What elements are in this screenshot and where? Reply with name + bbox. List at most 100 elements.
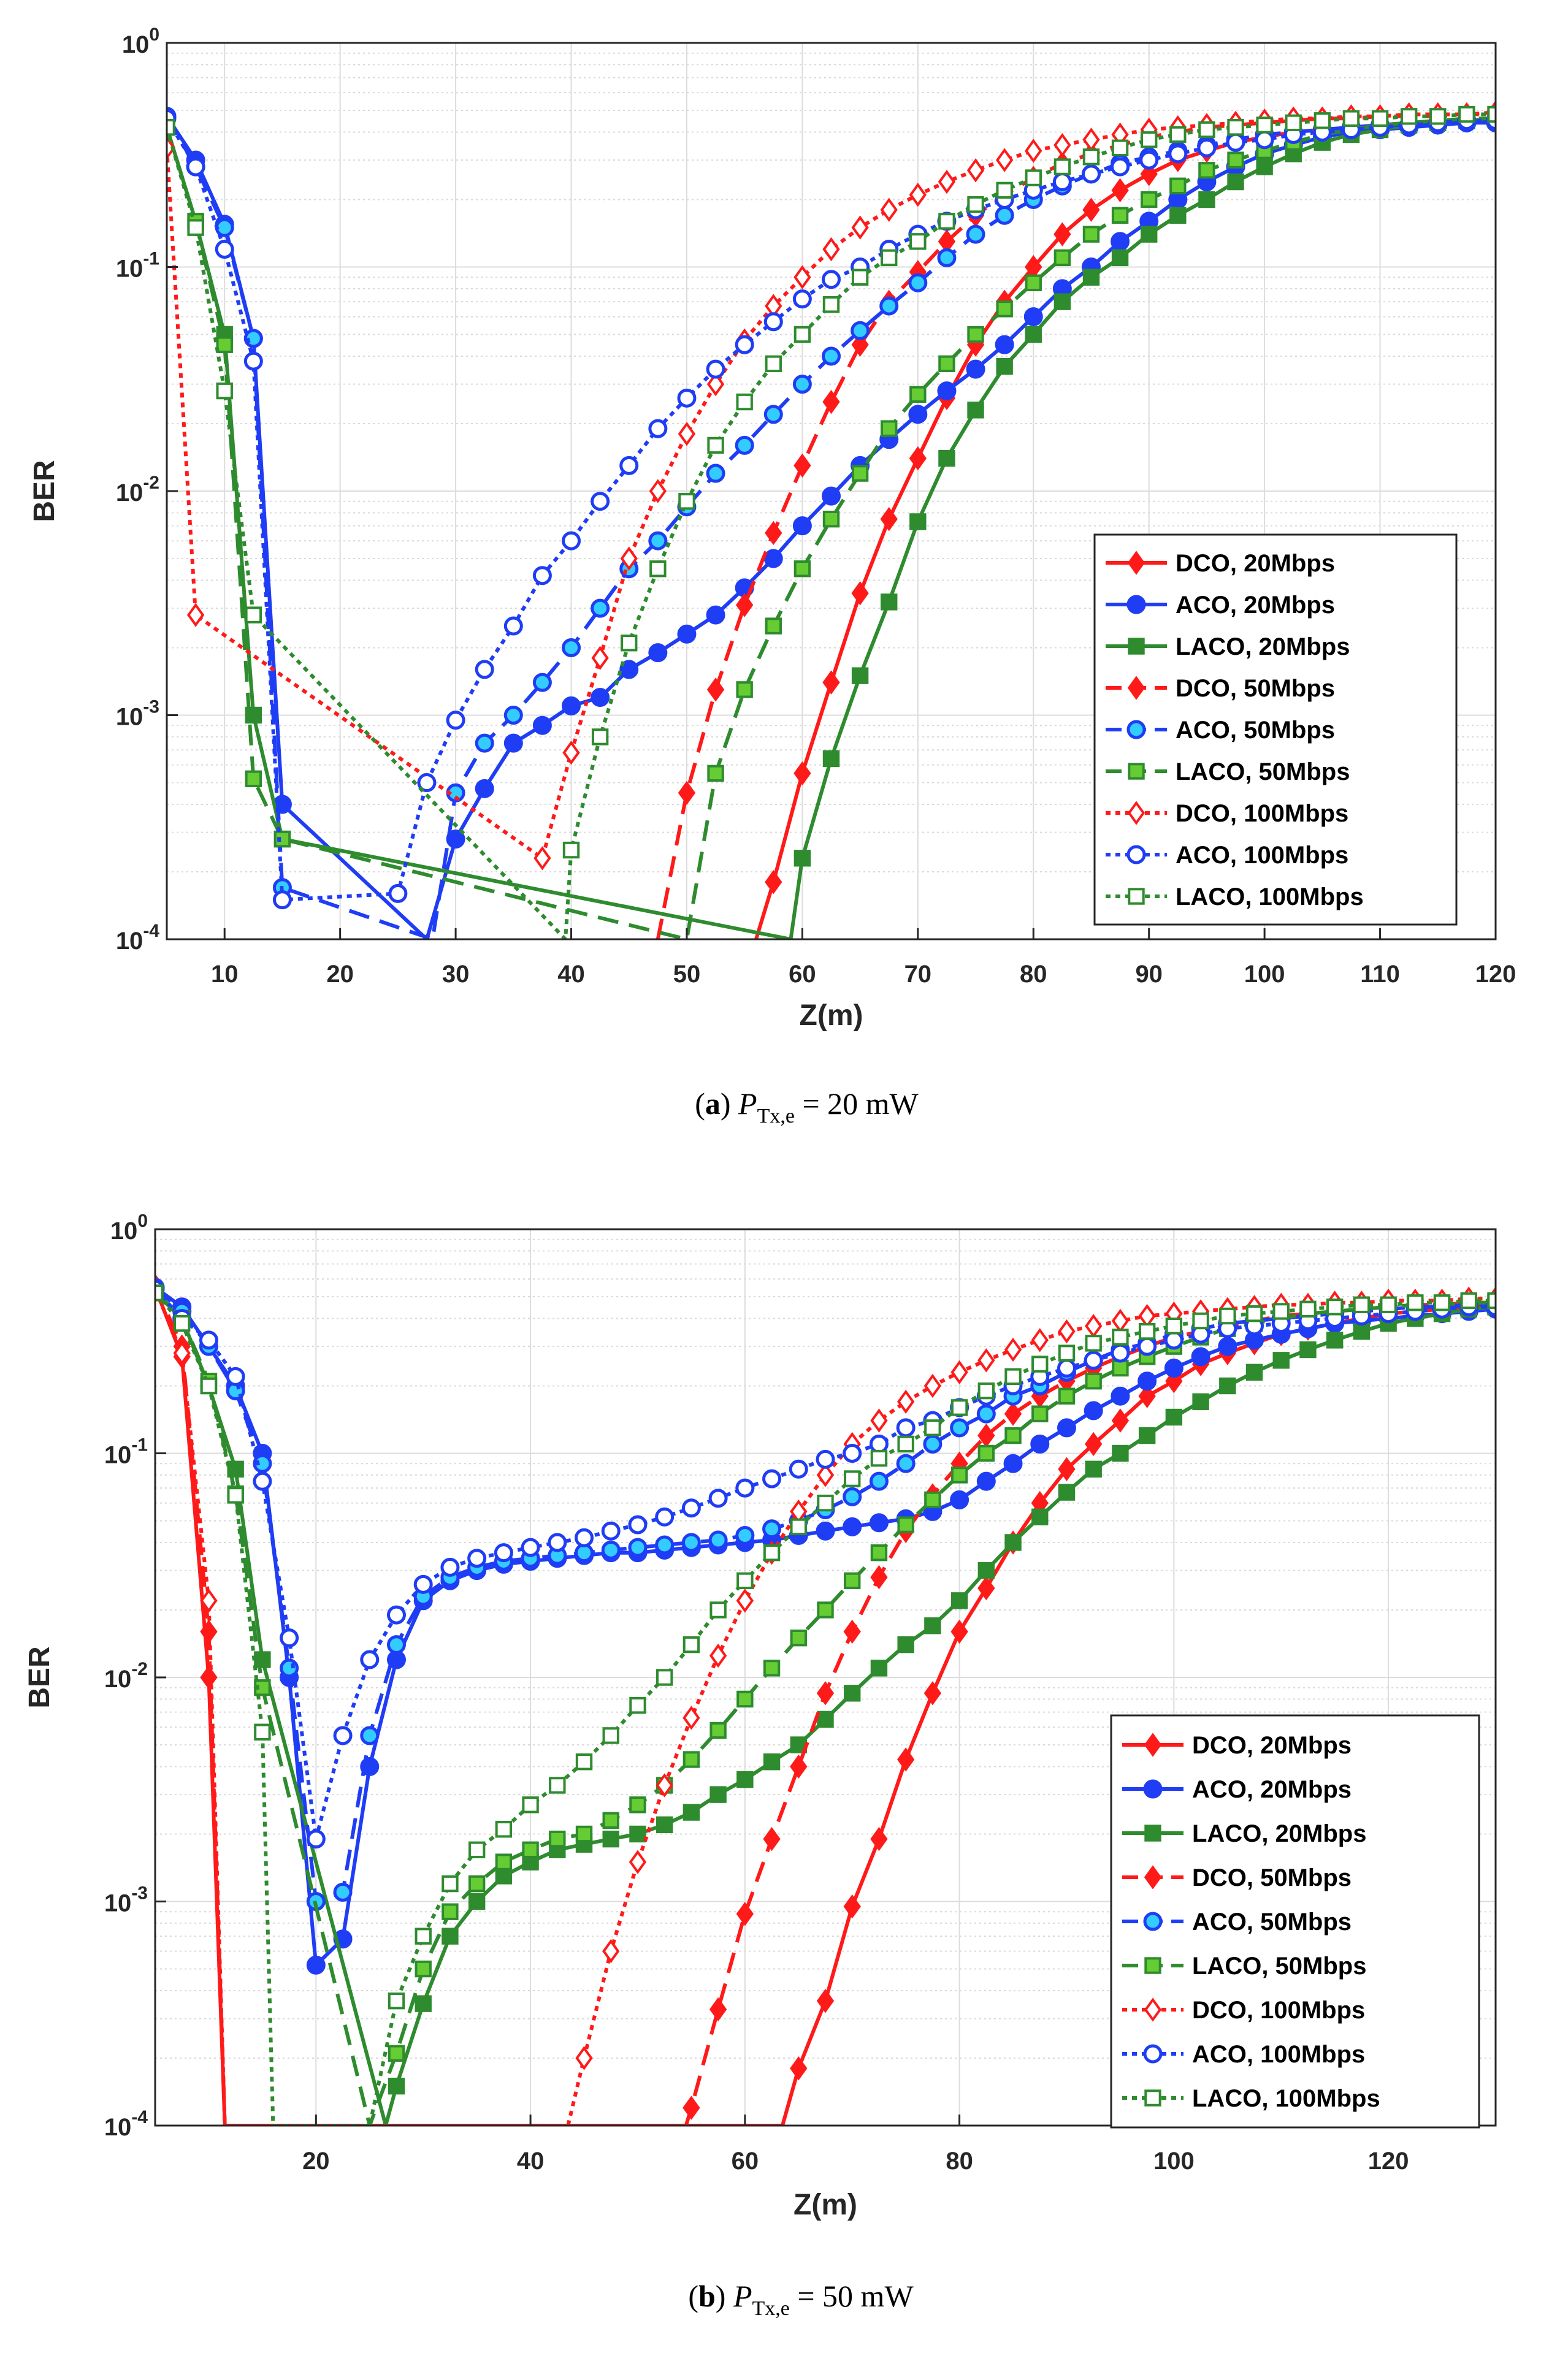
data-point <box>977 1382 995 1400</box>
data-point <box>706 677 725 702</box>
y-tick-label: 10-2 <box>104 1659 148 1693</box>
data-point <box>1112 1329 1129 1346</box>
data-point <box>200 1589 218 1613</box>
legend-item-aco-100mbps: ACO, 100Mbps <box>1122 2041 1365 2068</box>
data-point <box>765 617 782 635</box>
data-point <box>870 1408 888 1433</box>
data-point <box>1380 1296 1397 1313</box>
legend-label: DCO, 50Mbps <box>1176 675 1335 702</box>
data-point <box>843 1894 861 1919</box>
data-point <box>843 1444 862 1463</box>
data-point <box>562 841 580 859</box>
data-point <box>562 741 580 765</box>
data-point <box>656 1773 673 1798</box>
data-point <box>1081 164 1101 184</box>
data-point <box>816 1681 835 1706</box>
data-point <box>765 521 782 546</box>
data-point <box>706 372 725 397</box>
legend-label: ACO, 50Mbps <box>1192 1909 1352 1936</box>
x-tick-label: 120 <box>1475 961 1516 988</box>
data-point <box>1256 116 1273 134</box>
data-point <box>1082 148 1100 166</box>
data-point <box>977 1444 995 1462</box>
data-point <box>977 1348 995 1373</box>
data-point <box>1084 1401 1103 1421</box>
data-point <box>1052 172 1072 192</box>
data-point <box>897 1389 915 1414</box>
x-axis-title: Z(m) <box>793 2189 857 2221</box>
data-point <box>897 1747 915 1772</box>
data-point <box>897 1516 914 1533</box>
data-point <box>822 346 841 366</box>
data-point <box>254 1679 271 1696</box>
y-axis-title: BER <box>28 460 61 522</box>
data-point <box>817 1711 834 1728</box>
data-point <box>736 393 753 411</box>
x-axis-title: Z(m) <box>800 999 863 1032</box>
data-point <box>562 696 581 715</box>
data-point <box>977 1576 995 1601</box>
x-tick-label: 50 <box>673 961 701 988</box>
data-point <box>996 300 1013 318</box>
data-point <box>306 1829 326 1849</box>
legend-label: ACO, 100Mbps <box>1192 2041 1365 2068</box>
data-point <box>909 513 927 530</box>
legend: DCO, 20Mbps ACO, 20Mbps LACO, 20Mbps DCO, 5… <box>1093 533 1458 926</box>
data-point <box>950 1399 968 1416</box>
legend-label: LACO, 50Mbps <box>1176 758 1350 785</box>
data-point <box>1400 108 1418 125</box>
data-point <box>186 157 205 177</box>
data-point <box>765 355 782 373</box>
data-point <box>923 1434 943 1454</box>
y-tick-label: 10-2 <box>116 473 159 506</box>
data-point <box>792 516 812 536</box>
data-point <box>822 486 841 506</box>
data-point <box>870 1544 888 1562</box>
data-point <box>272 890 292 910</box>
data-point <box>1053 132 1071 158</box>
data-point <box>793 761 811 786</box>
data-point <box>708 1489 728 1508</box>
data-point <box>1164 1359 1183 1378</box>
data-point <box>1342 110 1360 127</box>
data-point <box>708 1530 728 1550</box>
data-point <box>199 1330 218 1350</box>
data-point <box>851 581 869 606</box>
data-point <box>683 2096 700 2120</box>
data-point <box>683 1636 700 1653</box>
data-point <box>215 240 234 259</box>
data-point <box>967 196 984 213</box>
x-tick-label: 20 <box>326 961 354 988</box>
data-point <box>735 435 754 455</box>
data-point <box>762 1469 782 1489</box>
data-point <box>793 265 811 289</box>
data-point <box>1218 1337 1237 1356</box>
series-laco-100mbps <box>155 1284 1496 2126</box>
data-point <box>843 1487 862 1506</box>
data-point <box>532 715 552 735</box>
data-point <box>736 1589 754 1613</box>
data-point <box>995 205 1014 225</box>
data-point <box>816 1521 835 1541</box>
legend-marker <box>1126 720 1146 739</box>
series-line <box>167 116 1496 939</box>
data-point <box>333 1882 353 1902</box>
data-point <box>386 1635 406 1655</box>
data-point <box>602 1830 619 1848</box>
legend-item-laco-20mbps: LACO, 20Mbps <box>1122 1820 1366 1847</box>
data-point <box>1353 1296 1371 1313</box>
legend-item-dco-100mbps: DCO, 100Mbps <box>1106 800 1348 827</box>
data-point <box>763 312 783 332</box>
data-point <box>817 1601 834 1619</box>
data-point <box>1353 1322 1371 1340</box>
data-point <box>440 1557 460 1577</box>
data-point <box>1326 1332 1344 1349</box>
data-point <box>253 1454 272 1473</box>
legend-marker <box>1144 1825 1161 1842</box>
data-point <box>1031 1508 1049 1526</box>
data-point <box>938 449 955 467</box>
x-tick-label: 30 <box>442 961 470 988</box>
data-point <box>707 437 724 454</box>
data-point <box>1198 191 1215 208</box>
data-point <box>908 273 928 292</box>
